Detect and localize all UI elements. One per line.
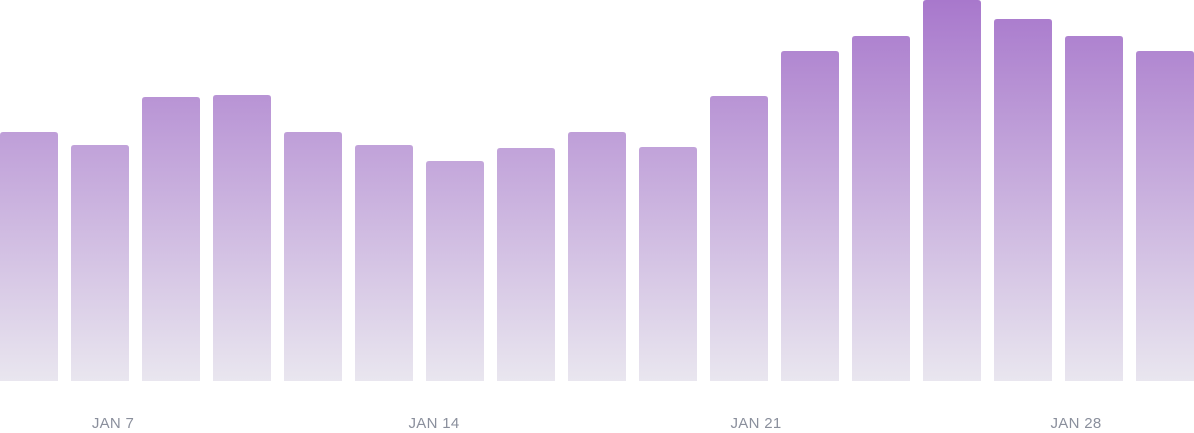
bar-jan-9[interactable]: [213, 95, 271, 381]
bar-jan-19[interactable]: [923, 0, 981, 381]
x-axis-ticks: JAN 7 JAN 14 JAN 21 JAN 28: [92, 415, 1102, 432]
bar-jan-14[interactable]: [568, 132, 626, 381]
bar-jan-22[interactable]: [1136, 51, 1194, 381]
bar-jan-15[interactable]: [639, 147, 697, 381]
x-tick-label-jan-7: JAN 7: [92, 415, 134, 432]
bar-jan-6[interactable]: [0, 132, 58, 381]
bar-jan-21[interactable]: [1065, 36, 1123, 381]
bar-jan-12[interactable]: [426, 161, 484, 381]
bar-jan-13[interactable]: [497, 148, 555, 381]
x-tick-label-jan-21: JAN 21: [731, 415, 782, 432]
bars-group: [0, 0, 1194, 381]
bar-jan-7[interactable]: [71, 145, 129, 381]
bar-jan-10[interactable]: [284, 132, 342, 381]
bar-jan-8[interactable]: [142, 97, 200, 381]
bar-jan-18[interactable]: [852, 36, 910, 381]
x-tick-label-jan-14: JAN 14: [409, 415, 460, 432]
bar-jan-16[interactable]: [710, 96, 768, 381]
bar-jan-20[interactable]: [994, 19, 1052, 381]
bar-jan-11[interactable]: [355, 145, 413, 381]
x-tick-label-jan-28: JAN 28: [1051, 415, 1102, 432]
bar-jan-17[interactable]: [781, 51, 839, 381]
